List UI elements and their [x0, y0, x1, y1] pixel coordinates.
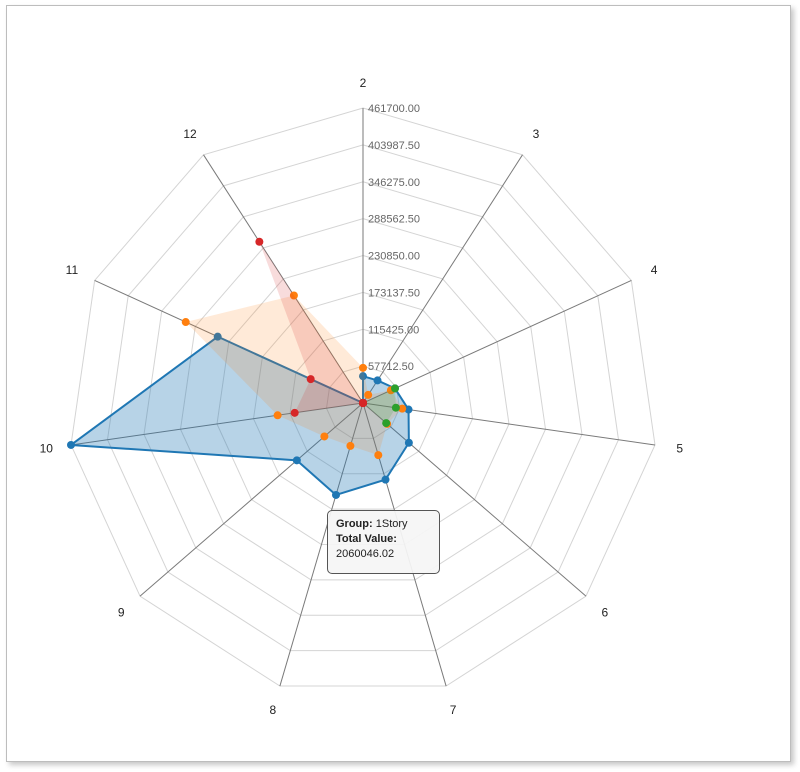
grid-ring	[252, 291, 474, 510]
series-area[interactable]	[363, 388, 396, 424]
tick-label: 288562.50	[368, 214, 420, 226]
data-point[interactable]	[273, 411, 282, 420]
radar-tick-labels: 57712.50 115425.00 173137.50 230850.00 28856…	[368, 103, 420, 373]
axis-spoke	[362, 402, 587, 597]
data-point[interactable]	[404, 405, 413, 414]
series-group	[255, 237, 367, 417]
radar-grid	[70, 107, 656, 687]
axis-label: 2	[360, 76, 367, 90]
data-point[interactable]	[290, 408, 299, 417]
axis-label: 8	[270, 703, 277, 717]
data-point[interactable]	[359, 372, 367, 381]
series-area[interactable]	[185, 295, 403, 456]
axis-label: 6	[601, 606, 608, 620]
axis-label: 4	[651, 263, 658, 277]
grid-ring	[289, 328, 437, 475]
axis-label: 5	[676, 442, 683, 456]
data-point[interactable]	[213, 332, 222, 341]
series-area[interactable]	[259, 241, 363, 413]
data-point[interactable]	[320, 432, 329, 441]
grid-ring	[70, 107, 656, 687]
data-point[interactable]	[398, 404, 407, 413]
data-point[interactable]	[391, 403, 400, 412]
tick-label: 461700.00	[368, 103, 420, 115]
tooltip-group-value: 1Story	[375, 518, 408, 530]
chart-tooltip: Group: 1Story Total Value: 2060046.02	[327, 510, 440, 574]
axis-label: 10	[40, 442, 54, 456]
data-point[interactable]	[382, 419, 391, 428]
grid-ring	[143, 181, 583, 616]
axis-spoke	[362, 279, 632, 404]
tooltip-total-label: Total Value:	[336, 533, 397, 545]
axis-label: 9	[118, 606, 125, 620]
tooltip-total-label-row: Total Value:	[336, 532, 431, 547]
axis-label: 3	[533, 127, 540, 141]
tooltip-total-value: 2060046.02	[336, 548, 395, 560]
tick-label: 173137.50	[368, 287, 420, 299]
axis-spoke	[203, 154, 364, 404]
axis-spoke	[70, 402, 364, 446]
data-point[interactable]	[374, 451, 383, 460]
data-point[interactable]	[306, 375, 315, 384]
tick-label: 230850.00	[368, 251, 420, 263]
data-point[interactable]	[255, 237, 264, 246]
axis-spoke	[279, 402, 364, 687]
tick-label: 115425.00	[368, 324, 419, 336]
data-point[interactable]	[181, 318, 190, 327]
data-point[interactable]	[404, 438, 413, 447]
axis-spoke	[362, 154, 523, 404]
chart-frame	[6, 5, 791, 762]
axis-label: 7	[450, 703, 457, 717]
data-point[interactable]	[373, 376, 382, 385]
data-point[interactable]	[67, 440, 76, 449]
tooltip-group-row: Group: 1Story	[336, 517, 431, 532]
data-point[interactable]	[381, 475, 390, 484]
tooltip-group-label: Group:	[336, 518, 373, 530]
tick-label: 346275.00	[368, 177, 420, 189]
tick-label: 403987.50	[368, 140, 420, 152]
axis-label: 11	[66, 263, 79, 277]
data-point[interactable]	[390, 384, 399, 393]
data-point[interactable]	[292, 456, 301, 465]
radar-axis-labels: 2 3 4 5 6 7 8 9 10 11 12	[40, 76, 684, 717]
data-point[interactable]	[346, 441, 355, 450]
radar-series	[67, 237, 413, 499]
data-point[interactable]	[331, 490, 340, 499]
data-point[interactable]	[289, 291, 298, 300]
grid-ring	[179, 218, 547, 581]
tick-label: 57712.50	[368, 361, 414, 373]
data-point[interactable]	[359, 399, 367, 407]
data-point[interactable]	[359, 363, 367, 372]
grid-ring	[106, 144, 620, 652]
data-point[interactable]	[364, 390, 373, 399]
axis-label: 12	[183, 127, 197, 141]
